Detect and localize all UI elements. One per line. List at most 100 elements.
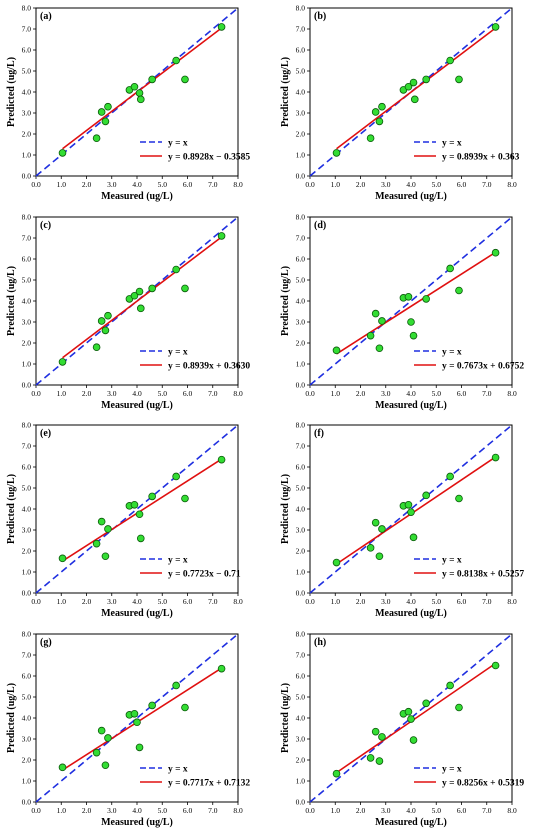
data-point (92, 134, 101, 143)
y-tick-label: 3.0 (22, 735, 32, 744)
x-tick-label: 4.0 (406, 597, 416, 606)
panel-label: (e) (40, 428, 51, 439)
x-tick-label: 5.0 (432, 389, 442, 398)
data-point (148, 284, 156, 293)
y-tick-label: 2.0 (22, 756, 32, 765)
x-tick-label: 6.0 (183, 806, 193, 815)
data-point (378, 525, 386, 533)
y-tick-label: 2.0 (296, 339, 306, 348)
x-tick-label: 6.0 (457, 180, 467, 189)
y-tick-label: 8.0 (22, 421, 32, 430)
x-tick-label: 5.0 (158, 597, 168, 606)
data-point (130, 709, 139, 718)
data-point (491, 23, 500, 31)
identity-line (309, 216, 513, 386)
y-tick-label: 0.0 (22, 172, 32, 181)
y-tick-label: 7.0 (296, 651, 306, 660)
legend-fit-label: y = 0.8939x + 0.3630 (168, 362, 250, 372)
data-point (104, 102, 112, 111)
y-tick-label: 6.0 (296, 463, 306, 472)
y-axis-title: Predicted (ug/L) (280, 683, 291, 753)
data-point (455, 286, 463, 295)
y-tick-label: 1.0 (296, 151, 306, 160)
data-point (92, 539, 101, 548)
y-tick-label: 2.0 (296, 756, 306, 765)
y-tick-label: 8.0 (22, 630, 32, 639)
y-tick-label: 6.0 (296, 46, 306, 55)
y-tick-label: 2.0 (296, 547, 306, 556)
x-tick-label: 8.0 (233, 597, 243, 606)
x-tick-label: 8.0 (507, 389, 517, 398)
y-tick-label: 8.0 (22, 4, 32, 13)
x-tick-label: 3.0 (107, 180, 117, 189)
data-point (446, 472, 454, 481)
y-tick-label: 1.0 (296, 360, 306, 369)
y-tick-label: 3.0 (296, 318, 306, 327)
data-point (148, 492, 156, 501)
y-tick-label: 7.0 (22, 25, 32, 34)
y-tick-label: 0.0 (296, 381, 306, 390)
panel-label: (g) (40, 637, 52, 648)
x-tick-label: 4.0 (406, 180, 416, 189)
data-point (130, 291, 139, 300)
x-tick-label: 0.0 (31, 180, 41, 189)
x-tick-label: 7.0 (482, 180, 492, 189)
data-point (97, 317, 106, 325)
data-point (136, 304, 145, 313)
data-point (404, 500, 413, 509)
data-point (409, 533, 418, 542)
fit-line (336, 251, 497, 355)
panel-b: 0.0 1.0 2.0 3.0 4.0 5.0 6.0 7.0 8.0 0.0 1.0 2.0 3.0 4… (280, 4, 520, 202)
data-point (172, 681, 180, 690)
data-point (217, 664, 226, 673)
data-point (366, 544, 375, 552)
y-tick-label: 4.0 (22, 88, 32, 97)
y-tick-label: 3.0 (22, 526, 32, 535)
y-tick-label: 6.0 (22, 672, 32, 681)
data-point (92, 748, 101, 757)
data-point (217, 455, 226, 464)
data-point (446, 264, 454, 273)
y-tick-label: 3.0 (22, 109, 32, 118)
fit-line (336, 27, 497, 150)
x-axis-title: Measured (ug/L) (375, 608, 447, 619)
legend-identity-label: y = x (442, 348, 462, 358)
x-tick-label: 6.0 (183, 597, 193, 606)
y-tick-label: 1.0 (22, 360, 32, 369)
y-axis-title: Predicted (ug/L) (280, 57, 291, 127)
data-point (130, 82, 139, 91)
data-point (332, 149, 341, 157)
data-point (181, 75, 189, 84)
y-tick-label: 7.0 (296, 442, 306, 451)
y-tick-label: 0.0 (296, 798, 306, 807)
data-point (422, 699, 430, 708)
x-axis-title: Measured (ug/L) (101, 400, 173, 411)
x-axis-title: Measured (ug/L) (101, 817, 173, 828)
data-point (181, 703, 189, 712)
data-point (378, 733, 386, 741)
x-tick-label: 4.0 (406, 389, 416, 398)
y-tick-label: 4.0 (296, 505, 306, 514)
data-point (422, 295, 430, 303)
y-axis-title: Predicted (ug/L) (280, 266, 291, 336)
legend-identity-label: y = x (168, 556, 188, 566)
x-tick-label: 7.0 (208, 180, 218, 189)
x-tick-label: 5.0 (432, 806, 442, 815)
y-tick-label: 5.0 (22, 67, 32, 76)
x-tick-label: 0.0 (31, 806, 41, 815)
data-point (491, 453, 500, 462)
y-axis-title: Predicted (ug/L) (6, 57, 17, 127)
y-tick-label: 5.0 (22, 693, 32, 702)
x-tick-label: 3.0 (107, 597, 117, 606)
legend-identity-label: y = x (168, 139, 188, 149)
x-tick-label: 2.0 (82, 389, 92, 398)
x-tick-label: 4.0 (132, 597, 142, 606)
x-tick-label: 4.0 (132, 806, 142, 815)
y-tick-label: 1.0 (22, 151, 32, 160)
y-tick-label: 5.0 (22, 276, 32, 285)
data-point (101, 117, 110, 126)
data-point (332, 346, 341, 355)
x-tick-label: 4.0 (406, 806, 416, 815)
y-tick-label: 6.0 (296, 672, 306, 681)
